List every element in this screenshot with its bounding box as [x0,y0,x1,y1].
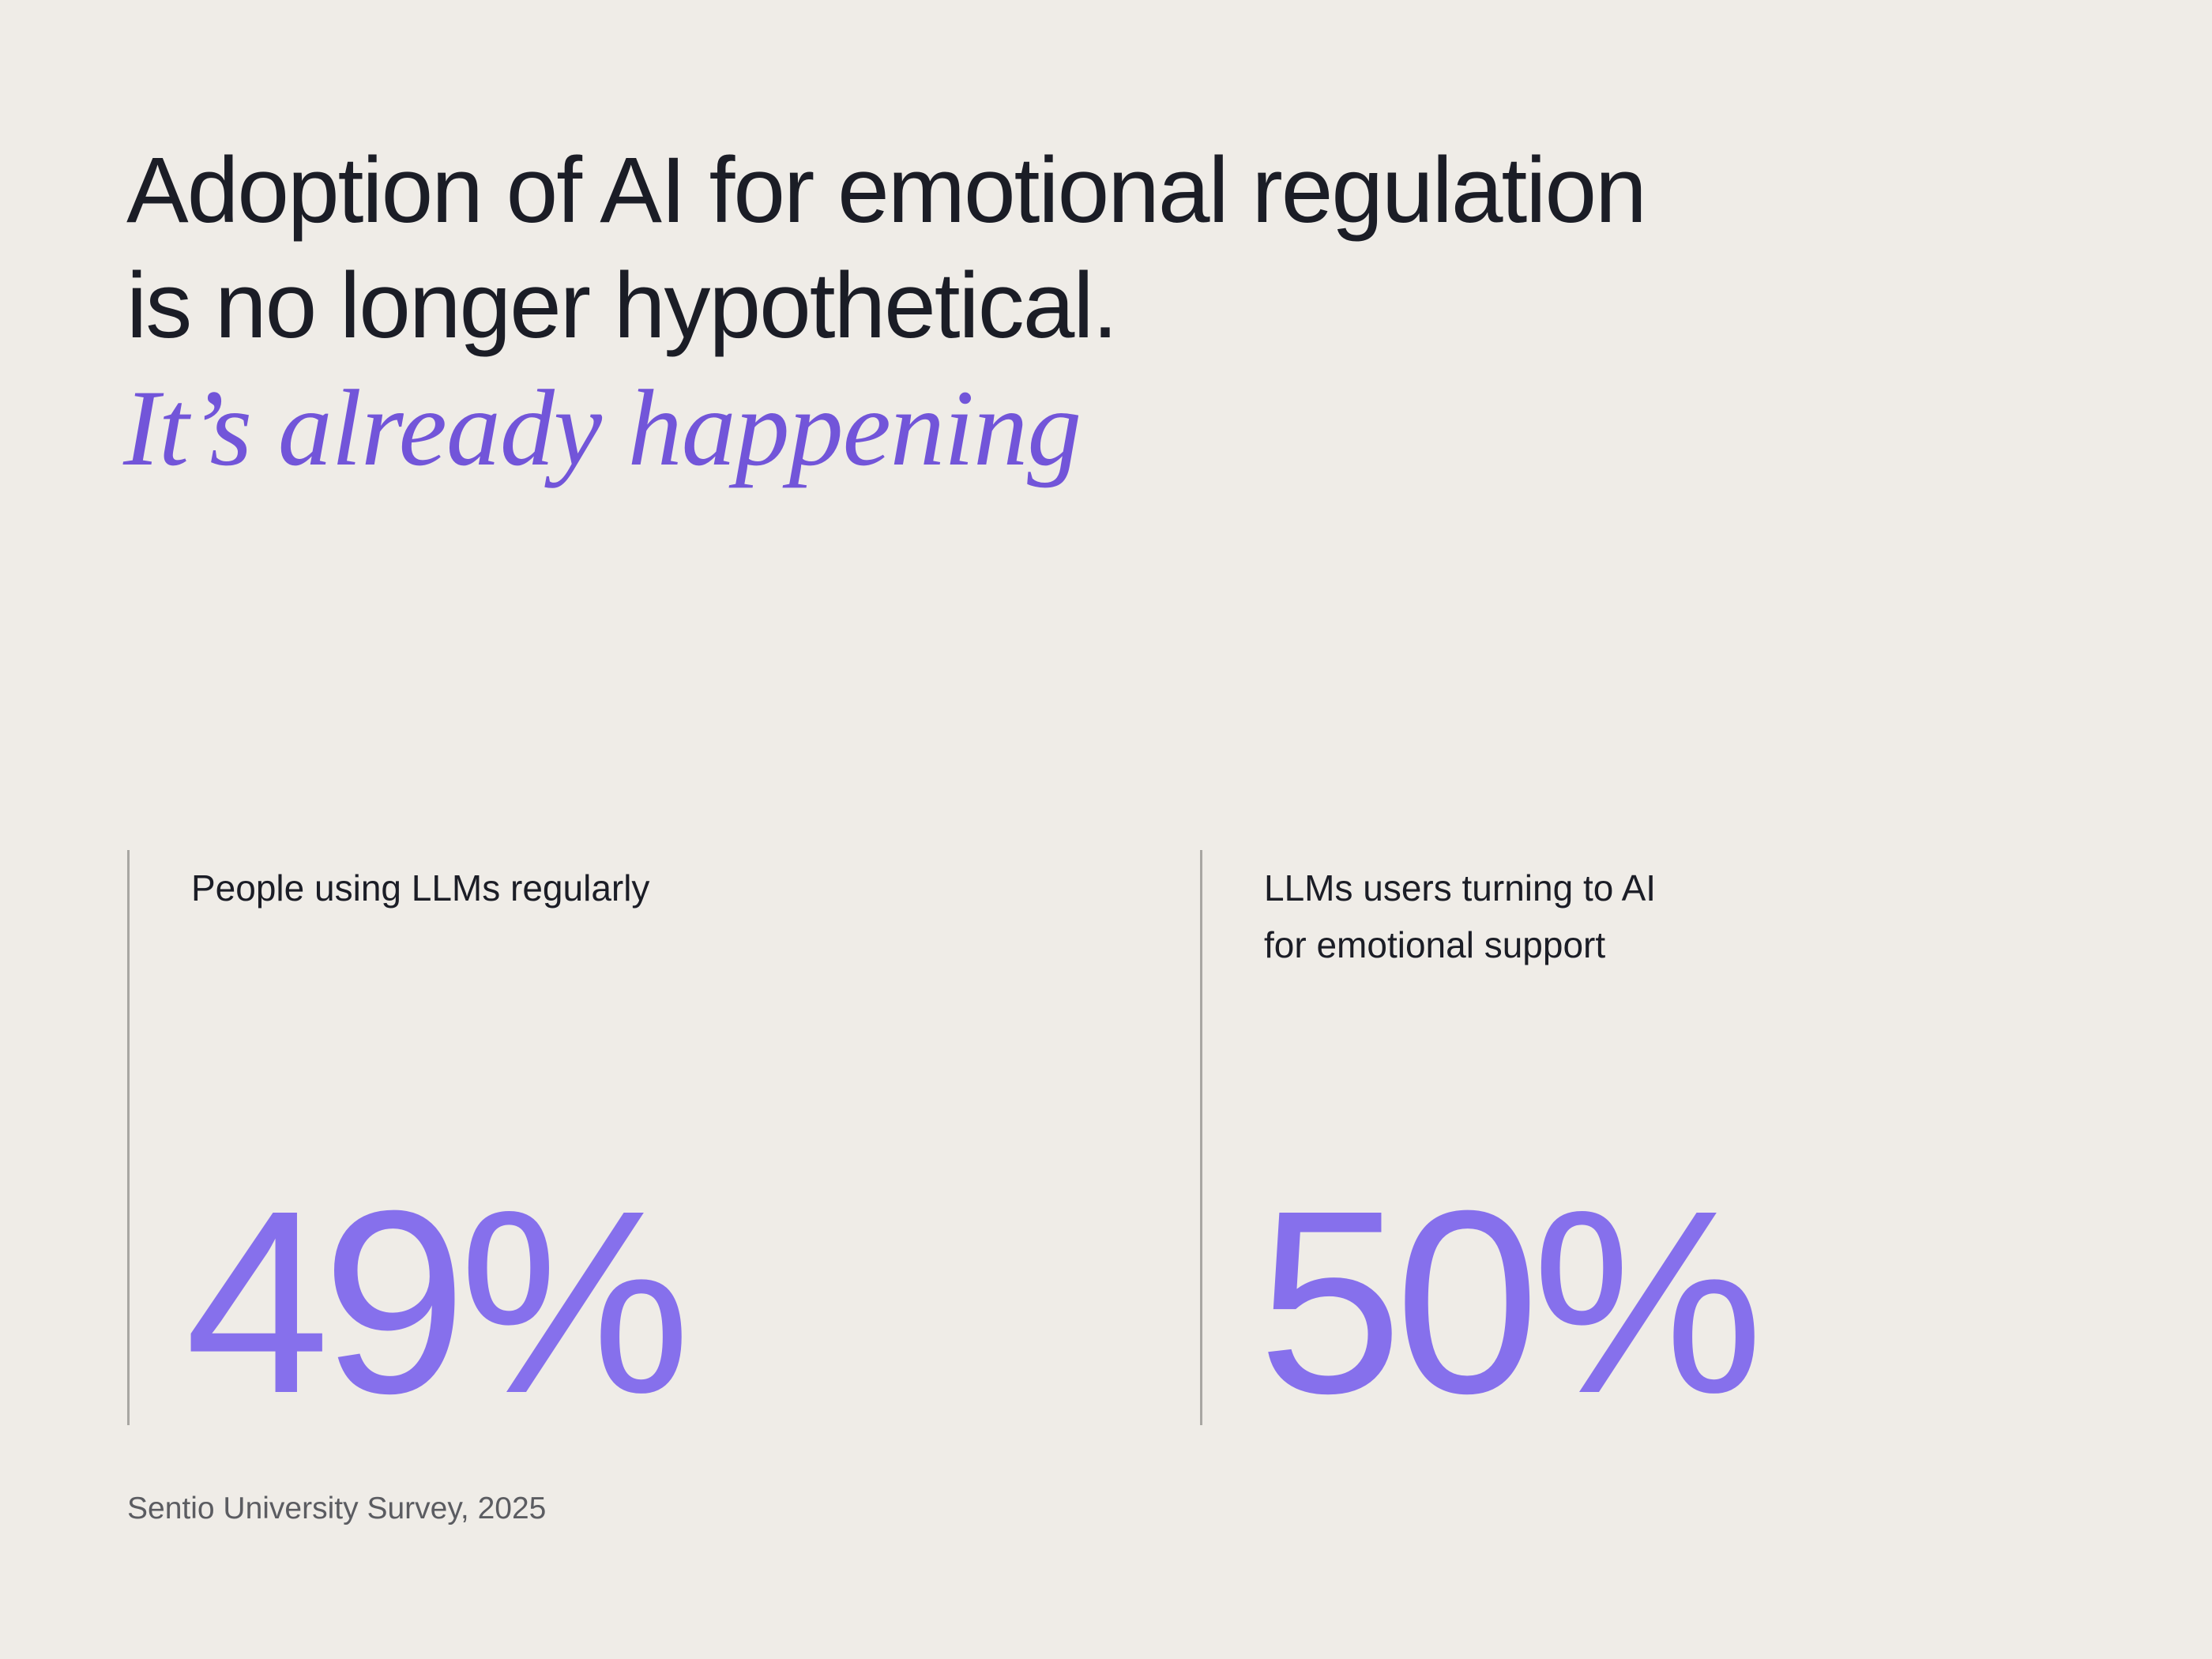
headline: Adoption of AI for emotional regulation … [126,133,1647,363]
stat-label: LLMs users turning to AI for emotional s… [1264,867,1657,965]
stat-value: 49% [185,1156,690,1447]
stat-card-llm-usage: People using LLMs regularly 49% [127,850,1188,1447]
stat-card-emotional-support: LLMs users turning to AI for emotional s… [1200,850,2150,1447]
headline-line-2: is no longer hypothetical. [126,254,1118,358]
stat-label: People using LLMs regularly [191,867,650,908]
source-citation: Sentio University Survey, 2025 [127,1492,547,1525]
headline-line-1: Adoption of AI for emotional regulation [126,138,1647,243]
tagline: It’s already happening [123,367,1082,488]
stat-value: 50% [1258,1156,1763,1447]
